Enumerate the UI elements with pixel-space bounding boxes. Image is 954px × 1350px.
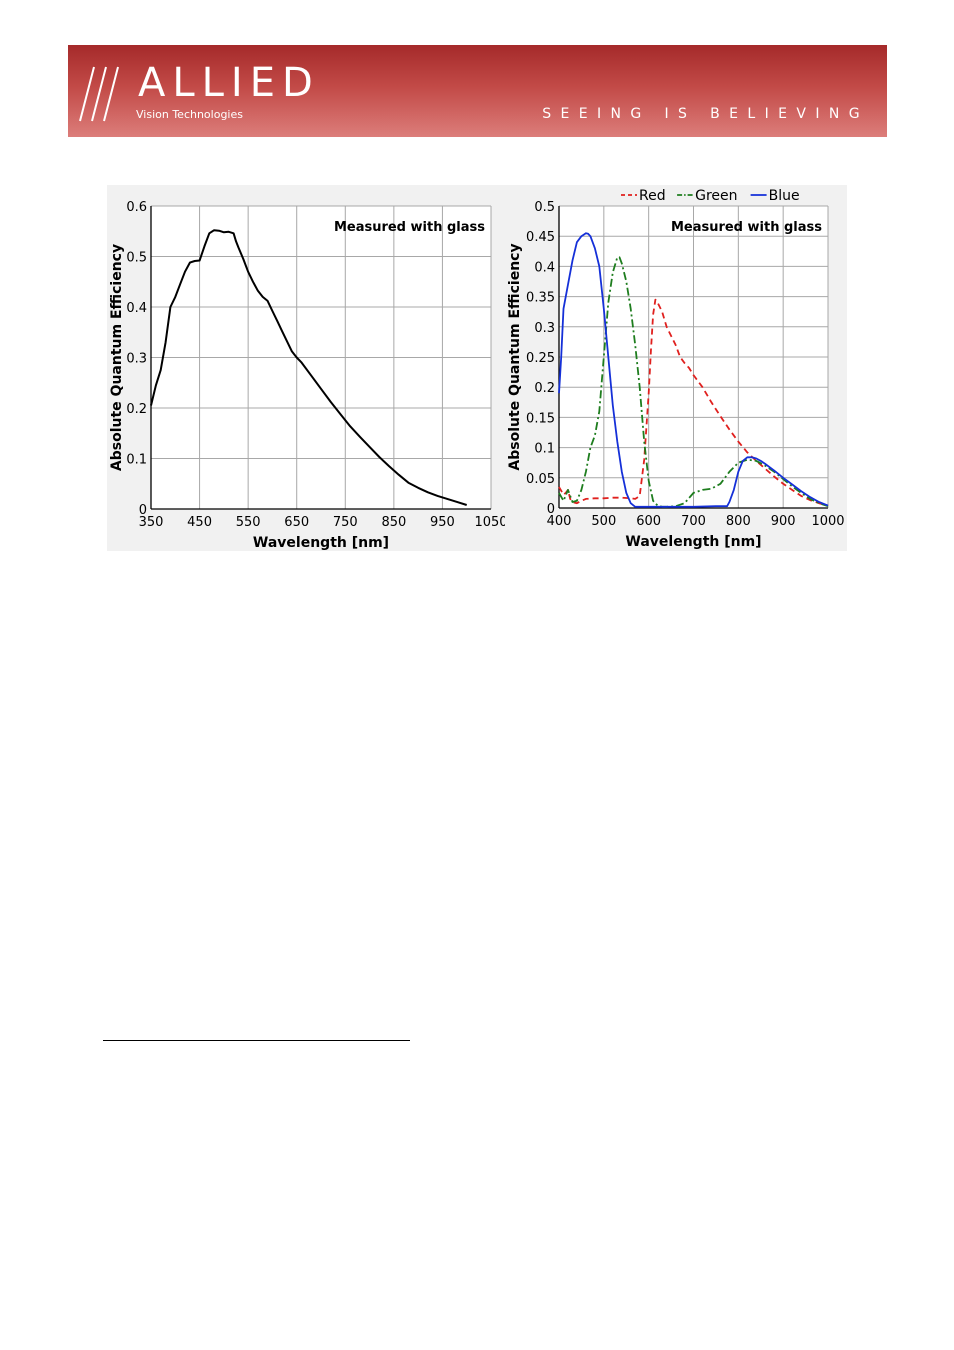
logo-wordmark: ALLIED <box>138 60 320 106</box>
tagline: SEEING IS BELIEVING <box>542 106 869 122</box>
y-tick-label: 0.45 <box>526 230 555 245</box>
y-tick-label: 0.2 <box>126 402 147 417</box>
y-tick-label: 0.1 <box>126 453 147 468</box>
series-line-0 <box>150 229 468 506</box>
y-tick-label: 0.4 <box>534 260 555 275</box>
y-tick-label: 0.1 <box>534 442 555 457</box>
logo-slashes-icon <box>79 66 119 122</box>
legend-label-red: Red <box>639 188 666 204</box>
legend-label-green: Green <box>695 188 737 204</box>
x-tick-label: 900 <box>771 514 796 529</box>
y-tick-label: 0.05 <box>526 472 555 487</box>
y-axis-title: Absolute Quantum Efficiency <box>109 244 125 471</box>
chart-annotation: Measured with glass <box>334 220 485 235</box>
x-tick-label: 1000 <box>811 514 844 529</box>
y-tick-label: 0.4 <box>126 301 147 316</box>
y-tick-label: 0.5 <box>534 200 555 215</box>
x-tick-label: 1050 <box>474 515 507 530</box>
y-tick-label: 0.15 <box>526 411 555 426</box>
y-tick-label: 0 <box>139 503 147 518</box>
header-banner: ALLIED Vision Technologies SEEING IS BEL… <box>68 45 887 137</box>
y-axis-title: Absolute Quantum Efficiency <box>507 243 523 470</box>
x-tick-label: 700 <box>681 514 706 529</box>
x-tick-label: 500 <box>591 514 616 529</box>
y-tick-label: 0.5 <box>126 251 147 266</box>
footnote-separator <box>103 1040 410 1041</box>
series-line-red <box>558 298 829 507</box>
x-tick-label: 400 <box>547 514 572 529</box>
x-tick-label: 800 <box>726 514 751 529</box>
y-tick-label: 0.2 <box>534 381 555 396</box>
x-axis-title: Wavelength [nm] <box>253 535 389 551</box>
y-tick-label: 0.3 <box>534 321 555 336</box>
series-line-green <box>558 256 829 508</box>
legend-label-blue: Blue <box>769 188 800 204</box>
x-tick-label: 600 <box>636 514 661 529</box>
x-tick-label: 450 <box>187 515 212 530</box>
x-tick-label: 850 <box>381 515 406 530</box>
y-tick-label: 0.35 <box>526 291 555 306</box>
x-tick-label: 350 <box>139 515 164 530</box>
monochrome-qe-chart: 350 450 550 650 750 850 950 1050 0 0.1 0.2 0.3 0.4 0.… <box>107 185 512 551</box>
series-line-blue <box>558 232 829 508</box>
y-tick-label: 0.6 <box>126 200 147 215</box>
x-tick-label: 750 <box>333 515 358 530</box>
color-qe-chart: 400 500 600 700 800 900 1000 0 0.05 0.1 0.15 0.2 0.2… <box>505 185 847 551</box>
chart-annotation: Measured with glass <box>671 220 822 235</box>
x-tick-label: 550 <box>236 515 261 530</box>
y-tick-label: 0 <box>547 502 555 517</box>
x-tick-label: 650 <box>284 515 309 530</box>
y-tick-label: 0.3 <box>126 352 147 367</box>
y-tick-label: 0.25 <box>526 351 555 366</box>
logo-subtitle: Vision Technologies <box>136 108 243 121</box>
x-axis-title: Wavelength [nm] <box>625 534 761 550</box>
x-tick-label: 950 <box>430 515 455 530</box>
